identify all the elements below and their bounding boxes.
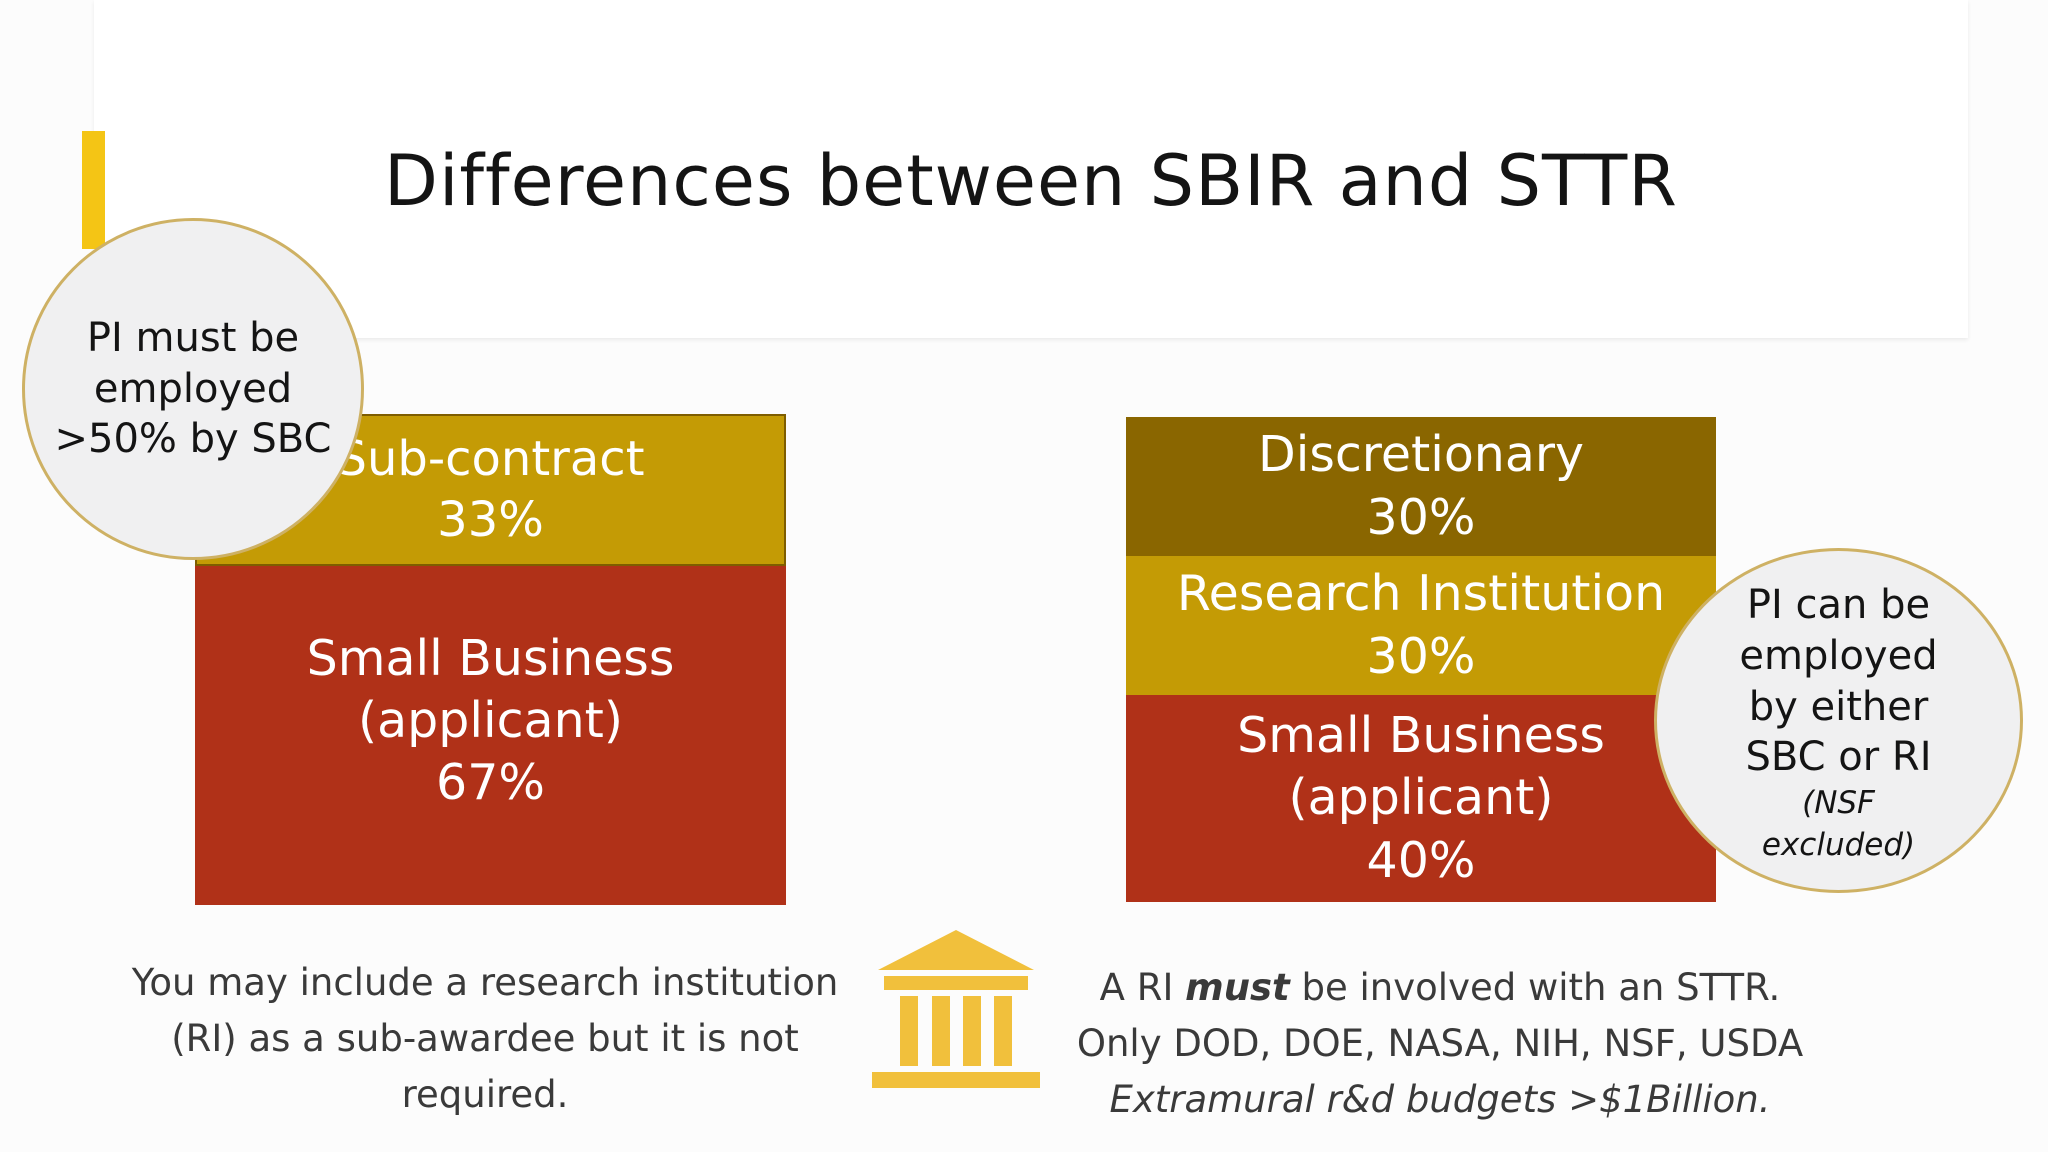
title-accent-bar [82, 131, 105, 249]
sttr-small-business-sublabel: (applicant) [1288, 769, 1554, 827]
sttr-footnote-line-1: A RI must be involved with an STTR. [1070, 960, 1810, 1016]
sttr-small-business-label: Small Business [1237, 707, 1605, 765]
sttr-footnote: A RI must be involved with an STTR. Only… [1070, 960, 1810, 1128]
sbir-footnote-line-3: required. [401, 1073, 569, 1116]
sttr-footnote-pre: A RI [1099, 966, 1186, 1009]
sbir-small-business-block: Small Business (applicant) 67% [195, 566, 786, 905]
bank-building-icon [872, 930, 1040, 1088]
sttr-footnote-line-2: Only DOD, DOE, NASA, NIH, NSF, USDA [1076, 1022, 1804, 1065]
sbir-pi-line-3: >50% by SBC [54, 416, 332, 463]
bank-entablature [884, 976, 1028, 990]
sbir-pi-circle: PI must be employed >50% by SBC [22, 218, 364, 560]
bank-column-2 [932, 996, 950, 1066]
bank-column-3 [963, 996, 981, 1066]
sttr-research-institution-label: Research Institution [1176, 565, 1666, 623]
sttr-research-institution-value: 30% [1366, 627, 1476, 685]
sttr-footnote-must: must [1185, 966, 1290, 1009]
bank-base [872, 1072, 1040, 1088]
sbir-pi-line-1: PI must be [86, 314, 300, 361]
sttr-pi-circle: PI can be employed by either SBC or RI (… [1654, 548, 2023, 893]
sttr-footnote-post: be involved with an STTR. [1289, 966, 1781, 1009]
sttr-pi-line-1: PI can be [1746, 582, 1931, 629]
sttr-discretionary-label: Discretionary [1257, 426, 1585, 484]
bank-roof [878, 930, 1034, 970]
title-card [94, 0, 1968, 338]
slide-title: Differences between SBIR and STTR [384, 140, 1678, 222]
sbir-footnote-line-1: You may include a research institution [131, 961, 839, 1004]
bank-column-1 [900, 996, 918, 1066]
sbir-footnote: You may include a research institution (… [130, 955, 840, 1123]
sbir-pi-line-2: employed [93, 365, 293, 412]
sbir-subcontract-label: Sub-contract [336, 431, 645, 488]
sttr-discretionary-value: 30% [1366, 488, 1476, 546]
sbir-small-business-value: 67% [436, 754, 545, 812]
sbir-small-business-label: Small Business [306, 630, 675, 687]
sbir-footnote-line-2: (RI) as a sub-awardee but it is not [171, 1017, 799, 1060]
sttr-small-business-value: 40% [1366, 831, 1476, 889]
sttr-pi-line-4: SBC or RI [1745, 734, 1932, 781]
sttr-discretionary-block: Discretionary 30% [1126, 417, 1716, 556]
sttr-pi-note-1: (NSF [1802, 785, 1875, 822]
sbir-small-business-sublabel: (applicant) [358, 692, 623, 750]
sttr-footnote-line-3: Extramural r&d budgets >$1Billion. [1109, 1078, 1771, 1121]
sttr-pi-note-2: excluded) [1761, 827, 1916, 864]
bank-column-4 [994, 996, 1012, 1066]
sttr-pi-line-2: employed [1739, 632, 1938, 679]
sttr-small-business-block: Small Business (applicant) 40% [1126, 695, 1716, 902]
sttr-pi-line-3: by either [1748, 683, 1929, 730]
sttr-research-institution-block: Research Institution 30% [1126, 556, 1716, 695]
sbir-subcontract-value: 33% [437, 492, 544, 548]
